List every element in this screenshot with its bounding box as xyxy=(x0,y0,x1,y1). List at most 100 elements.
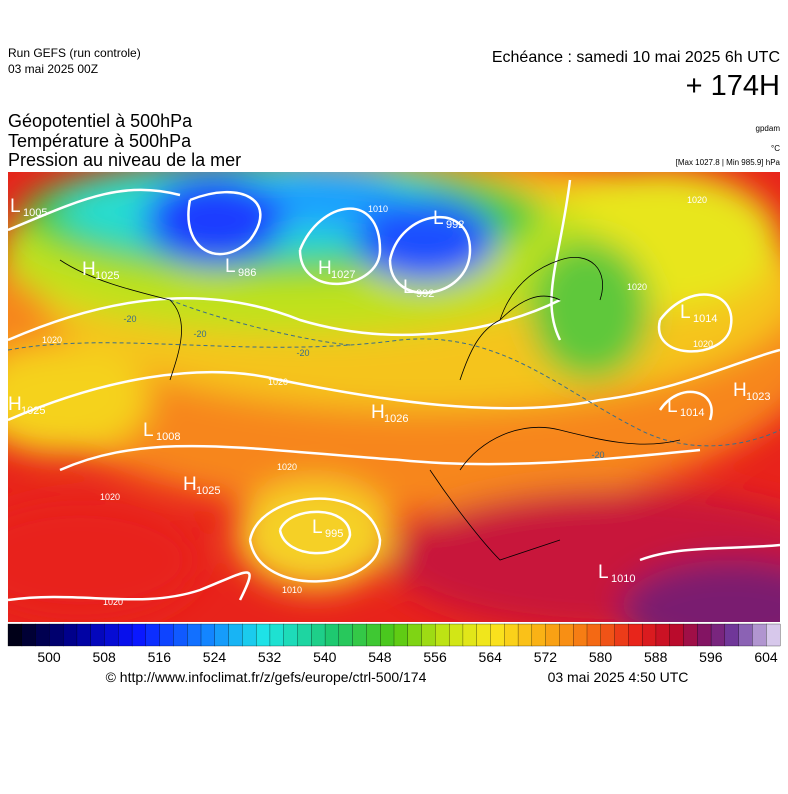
colorbar-tick-label: 564 xyxy=(479,649,503,665)
pressure-letter: L xyxy=(598,562,609,583)
pressure-value: 1023 xyxy=(746,391,770,403)
colorbar-swatch xyxy=(118,623,133,647)
pressure-value: 1010 xyxy=(611,573,635,585)
title: Température à 500hPa xyxy=(8,131,192,151)
contour-label: 1020 xyxy=(687,195,707,205)
colorbar-swatch xyxy=(545,623,560,647)
colorbar-swatch xyxy=(752,623,767,647)
colorbar-swatch xyxy=(49,623,64,647)
colorbar-tick-label: 500 xyxy=(37,649,61,665)
colorbar-swatch xyxy=(324,623,340,647)
colorbar-tick-label: 556 xyxy=(423,649,447,665)
colorbar-swatch xyxy=(641,623,657,647)
colorbar-swatch xyxy=(380,623,395,647)
colorbar-swatch xyxy=(462,623,478,647)
colorbar-swatch xyxy=(573,623,588,647)
contour-label: 1010 xyxy=(282,585,302,595)
contour-label: 1020 xyxy=(627,282,647,292)
colorbar-tick-label: 524 xyxy=(203,649,227,665)
pressure-value: 986 xyxy=(238,267,256,279)
pressure-letter: L xyxy=(10,196,21,217)
pressure-letter: H xyxy=(183,474,197,495)
contour-label: 1020 xyxy=(268,377,288,387)
colorbar-swatch xyxy=(159,623,174,647)
colorbar-swatch xyxy=(311,623,326,647)
colorbar-swatch xyxy=(586,623,602,647)
colorbar-swatch xyxy=(269,623,285,647)
pressure-letter: L xyxy=(403,277,414,298)
contour-label: -20 xyxy=(296,348,309,358)
pressure-letter: H xyxy=(82,259,96,280)
pressure-value: 992 xyxy=(416,288,434,300)
colorbar-swatch xyxy=(600,623,616,647)
pressure-letter: L xyxy=(143,420,154,441)
colorbar-swatch xyxy=(187,623,202,647)
colorbar-swatch xyxy=(614,623,629,647)
colorbar-tick-label: 588 xyxy=(644,649,668,665)
colorbar-swatch xyxy=(131,623,147,647)
unit: gpdam xyxy=(756,124,781,133)
colorbar-swatch xyxy=(448,623,464,647)
colorbar-swatch xyxy=(242,623,257,647)
pressure-value: 1008 xyxy=(156,431,180,443)
colorbar-swatch xyxy=(683,623,698,647)
unit: °C xyxy=(771,144,780,153)
colorbar-swatch xyxy=(435,623,450,647)
colorbar-tick-label: 532 xyxy=(258,649,282,665)
colorbar-swatch xyxy=(669,623,684,647)
pressure-value: 1014 xyxy=(693,313,717,325)
contour-label: 1020 xyxy=(693,339,713,349)
contour-label: 1020 xyxy=(277,462,297,472)
colorbar-swatch xyxy=(724,623,740,647)
contour-label: -20 xyxy=(193,329,206,339)
colorbar-swatch xyxy=(228,623,243,647)
pressure-letter: H xyxy=(371,402,385,423)
colorbar-swatch xyxy=(393,623,409,647)
colorbar-swatch xyxy=(766,623,781,647)
contour-label: 1020 xyxy=(42,335,62,345)
contour-label: 1010 xyxy=(368,204,388,214)
pressure-value: 995 xyxy=(325,528,343,540)
colorbar-swatch xyxy=(104,623,119,647)
colorbar-swatch xyxy=(173,623,188,647)
colorbar-tick-label: 540 xyxy=(313,649,337,665)
pressure-value: 1026 xyxy=(384,413,408,425)
pressure-letter: L xyxy=(433,208,444,229)
colorbar-swatch xyxy=(517,623,533,647)
colorbar-tick-label: 516 xyxy=(148,649,172,665)
colorbar-swatch xyxy=(145,623,161,647)
colorbar-tick-label: 548 xyxy=(368,649,392,665)
pressure-letter: L xyxy=(225,256,236,277)
source-url: © http://www.infoclimat.fr/z/gefs/europe… xyxy=(106,669,427,685)
title: Géopotentiel à 500hPa xyxy=(8,111,193,131)
colorbar-swatch xyxy=(738,623,753,647)
issue-time: 03 mai 2025 4:50 UTC xyxy=(548,669,689,685)
contour-label: 1020 xyxy=(103,597,123,607)
run-date: 03 mai 2025 00Z xyxy=(8,62,98,76)
colorbar-swatch xyxy=(297,623,312,647)
contour-label: 1020 xyxy=(100,492,120,502)
isobars xyxy=(8,179,780,602)
colorbar-swatch xyxy=(407,623,423,647)
colorbar-tick-label: 580 xyxy=(589,649,613,665)
contour-label: -20 xyxy=(123,314,136,324)
colorbar-swatch xyxy=(283,623,298,647)
colorbar-swatch xyxy=(421,623,436,647)
lead-time: + 174H xyxy=(686,70,780,102)
colorbar-swatch xyxy=(504,623,519,647)
colorbar-swatch xyxy=(76,623,92,647)
colorbar-swatch xyxy=(255,623,271,647)
colorbar-swatch xyxy=(628,623,643,647)
pressure-letter: H xyxy=(8,394,22,415)
colorbar-swatch xyxy=(531,623,547,647)
colorbar-tick-label: 596 xyxy=(699,649,723,665)
pressure-letter: H xyxy=(318,258,332,279)
colorbar-swatch xyxy=(559,623,574,647)
map xyxy=(8,172,780,622)
colorbar-tick-label: 604 xyxy=(754,649,778,665)
colorbar-swatch xyxy=(697,623,712,647)
pressure-value: 1025 xyxy=(95,270,119,282)
pressure-value: 992 xyxy=(446,219,464,231)
colorbar-swatch xyxy=(21,623,37,647)
